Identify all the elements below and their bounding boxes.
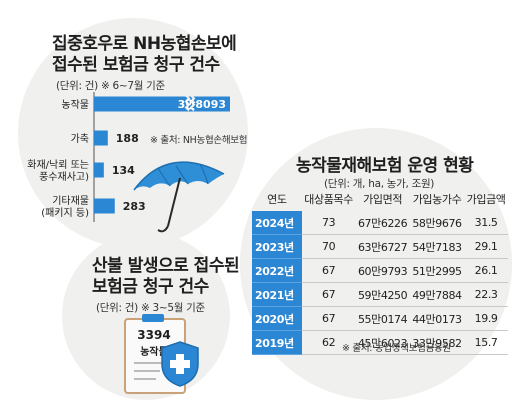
table-cell: 15.7 <box>464 330 508 355</box>
table-column-header: 대상품목수 <box>304 192 353 206</box>
table-cell: 67 <box>301 258 356 283</box>
bar-0 <box>94 96 230 112</box>
table-cell: 19.9 <box>464 306 508 331</box>
table-year-cell: 2019년 <box>252 330 302 355</box>
table-title: 농작물재해보험 운영 현황 <box>296 156 474 176</box>
table-row: 2022년 67 60만9793 51만2995 26.1 <box>252 258 508 283</box>
table-year-cell: 2021년 <box>252 282 302 307</box>
bar-category-label: (패키지 등) <box>41 207 89 219</box>
table-cell: 26.1 <box>464 258 508 283</box>
table-cell: 54만7183 <box>409 234 465 259</box>
bar-chart-title-text: 집중호우로 NH농협손보에 접수된 보험금 청구 건수 <box>52 34 237 75</box>
clipboard-line <box>134 362 164 364</box>
shield-icon <box>161 341 199 387</box>
clipboard-label: 농작물 <box>140 347 168 358</box>
insurance-table: 연도 대상품목수 가입면적 가입농가수 가입금액 2024년 73 67만6226 58만96… <box>252 186 508 355</box>
bar-value-label: 188 <box>116 132 139 145</box>
table-cell: 67 <box>301 282 356 307</box>
bar-category-label: 기타재물 <box>52 195 89 207</box>
table-body: 2024년 73 67만6226 58만9676 31.5 2023년 70 63만6727 5… <box>252 211 508 355</box>
bar-category-label: 풍수재사고) <box>39 171 89 183</box>
bar-1 <box>94 130 108 146</box>
umbrella-icon <box>133 161 225 233</box>
axis-break-mark <box>184 94 196 112</box>
table-header-row: 연도 대상품목수 가입면적 가입농가수 가입금액 <box>252 186 508 211</box>
bar-value-label: 3만8093 <box>178 97 226 111</box>
table-cell: 59만4250 <box>355 282 410 307</box>
bar-value-label: 134 <box>112 164 135 177</box>
wildfire-title-line2: 보험금 청구 건수 <box>92 277 209 297</box>
wildfire-title-line1: 산불 발생으로 접수된 <box>92 256 240 276</box>
bar-chart-title: 집중호우로 NH농협손보에 접수된 보험금 청구 건수 <box>52 34 242 76</box>
table-cell: 73 <box>301 211 356 235</box>
bar-category-label: 농작물 <box>61 99 89 111</box>
table-row: 2021년 67 59만4250 49만7884 22.3 <box>252 282 508 307</box>
wildfire-subtitle: (단위: 건) ※ 3~5월 기준 <box>96 302 205 314</box>
table-cell: 31.5 <box>464 211 508 235</box>
chart-circle-bg <box>18 18 248 248</box>
table-column-header: 가입면적 <box>363 192 403 206</box>
table-row: 2019년 62 45만6023 33만9582 15.7 <box>252 330 508 355</box>
bar-chart-subtitle: (단위: 건) ※ 6~7월 기준 <box>56 80 165 92</box>
table-cell: 60만9793 <box>355 258 410 283</box>
bar-chart-source: ※ 출처: NH농협손해보험 <box>150 135 248 146</box>
table-cell: 29.1 <box>464 234 508 259</box>
clipboard-clip <box>142 314 164 322</box>
bar-category-label: 화재/낙뢰 또는 <box>27 159 89 171</box>
table-row: 2020년 67 55만0174 44만0173 19.9 <box>252 306 508 331</box>
clipboard-value: 3394 <box>137 328 171 342</box>
table-cell: 70 <box>301 234 356 259</box>
table-column-header: 가입농가수 <box>412 192 462 206</box>
table-cell: 55만0174 <box>355 306 410 331</box>
table-row: 2023년 70 63만6727 54만7183 29.1 <box>252 234 508 259</box>
table-column-header: 연도 <box>267 192 287 206</box>
table-cell: 33만9582 <box>409 330 465 355</box>
table-column-header: 가입금액 <box>466 192 506 206</box>
wildfire-title: 산불 발생으로 접수된 보험금 청구 건수 <box>92 256 240 298</box>
table-year-cell: 2022년 <box>252 258 302 283</box>
table-source: ※ 출처: 농업정책보험금융원 <box>342 343 451 354</box>
clipboard-line <box>134 370 160 372</box>
bar-2 <box>94 162 104 178</box>
table-cell: 63만6727 <box>355 234 410 259</box>
table-year-cell: 2020년 <box>252 306 302 331</box>
table-cell: 45만6023 <box>355 330 410 355</box>
bar-category-label: 가축 <box>71 133 89 145</box>
table-row: 2024년 73 67만6226 58만9676 31.5 <box>252 211 508 235</box>
bar-value-label: 283 <box>123 200 146 213</box>
table-cell: 67만6226 <box>355 211 410 235</box>
table-year-cell: 2024년 <box>252 211 302 235</box>
table-cell: 62 <box>301 330 356 355</box>
clipboard-line <box>134 378 156 380</box>
table-cell: 58만9676 <box>409 211 465 235</box>
table-year-cell: 2023년 <box>252 234 302 259</box>
table-cell: 67 <box>301 306 356 331</box>
table-cell: 51만2995 <box>409 258 465 283</box>
table-cell: 22.3 <box>464 282 508 307</box>
table-cell: 49만7884 <box>409 282 465 307</box>
table-cell: 44만0173 <box>409 306 465 331</box>
table-subtitle: (단위: 개, ha, 농가, 조원) <box>324 178 435 190</box>
bar-3 <box>94 198 115 214</box>
